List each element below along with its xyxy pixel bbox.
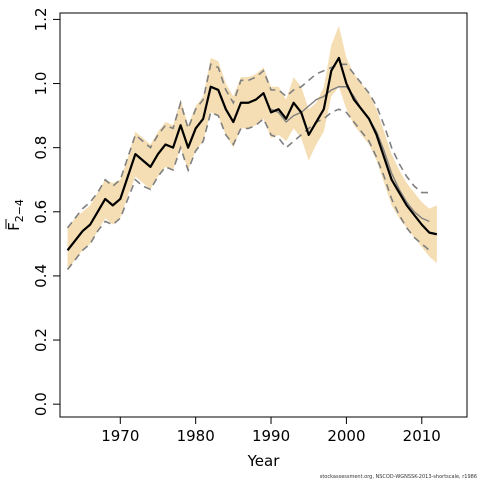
estimate-line-layer — [66, 56, 438, 251]
y-axis-title-sub: 2−4 — [13, 199, 26, 222]
estimate-line — [66, 56, 438, 251]
y-axis-title: F2−4 — [5, 199, 26, 231]
y-tick-label: 1.2 — [32, 7, 50, 31]
svg-text:F2−4: F2−4 — [5, 199, 26, 231]
x-tick-label: 1980 — [177, 427, 215, 445]
x-tick-label: 2000 — [327, 427, 365, 445]
x-tick-label: 1970 — [101, 427, 139, 445]
y-tick-label: 0.0 — [32, 392, 50, 416]
y-axis: 0.0 0.2 0.4 0.6 0.8 1.0 1.2 — [32, 7, 61, 416]
y-tick-label: 0.6 — [32, 200, 50, 224]
x-axis: 1970 1980 1990 2000 2010 — [101, 416, 441, 445]
retro-upper-line — [66, 63, 430, 229]
x-tick-label: 2010 — [403, 427, 441, 445]
y-tick-label: 1.0 — [32, 72, 50, 96]
y-tick-label: 0.4 — [32, 264, 50, 288]
y-tick-label: 0.2 — [32, 328, 50, 352]
retro-lower-line — [66, 108, 430, 271]
footer-note: stockassessment.org, NSCOD-WGNSSK-2013-s… — [320, 474, 477, 480]
x-tick-label: 1990 — [252, 427, 290, 445]
x-axis-title: Year — [247, 452, 281, 470]
y-tick-label: 0.8 — [32, 136, 50, 160]
y-axis-title-main: F — [5, 222, 23, 231]
